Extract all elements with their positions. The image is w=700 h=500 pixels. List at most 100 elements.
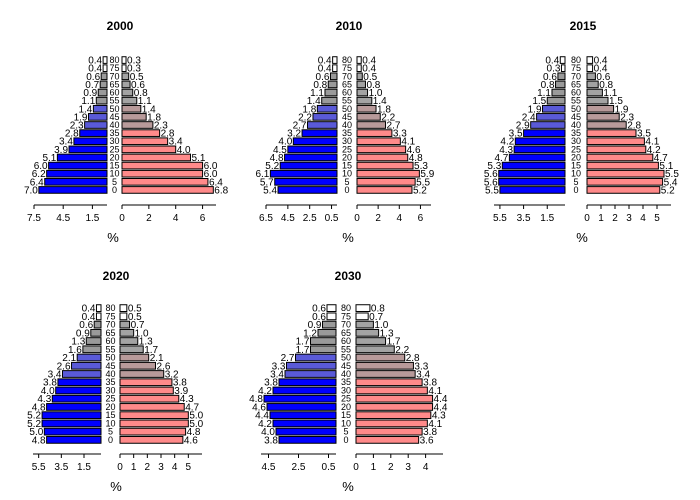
right-value-label: 3.8 bbox=[173, 378, 187, 389]
left-axis-tick-label: 1.5 bbox=[77, 462, 91, 473]
age-group-label: 65 bbox=[571, 79, 581, 89]
right-axis-tick-label: 2 bbox=[146, 213, 152, 224]
age-group-label: 45 bbox=[109, 112, 119, 122]
right-bar bbox=[586, 145, 647, 154]
left-value-label: 3.8 bbox=[43, 378, 57, 389]
right-value-label: 4.0 bbox=[177, 145, 191, 156]
right-value-label: 1.7 bbox=[387, 337, 401, 348]
age-group-label: 10 bbox=[341, 418, 351, 428]
right-bar bbox=[586, 137, 645, 146]
right-value-label: 2.7 bbox=[387, 121, 401, 132]
age-group-label: 45 bbox=[341, 361, 351, 371]
left-axis-tick-label: 4.5 bbox=[281, 213, 295, 224]
age-group-label: 75 bbox=[342, 63, 352, 73]
left-value-label: 1.1 bbox=[537, 88, 551, 99]
right-value-label: 0.6 bbox=[131, 80, 145, 91]
right-value-label: 1.9 bbox=[615, 104, 629, 115]
right-bar bbox=[119, 386, 174, 395]
right-bar bbox=[356, 96, 373, 105]
age-group-label: 15 bbox=[341, 410, 351, 420]
right-bar bbox=[121, 72, 130, 81]
right-value-label: 5.4 bbox=[664, 177, 678, 188]
right-value-label: 3.4 bbox=[416, 370, 430, 381]
right-value-label: 0.4 bbox=[362, 56, 376, 67]
right-value-label: 1.8 bbox=[147, 112, 161, 123]
left-bar bbox=[513, 145, 566, 154]
right-value-label: 5.1 bbox=[191, 153, 205, 164]
right-bar bbox=[355, 304, 371, 312]
right-value-label: 0.4 bbox=[362, 64, 376, 75]
right-bar bbox=[119, 370, 165, 378]
right-bar bbox=[586, 129, 637, 137]
left-bar bbox=[327, 80, 338, 89]
right-bar bbox=[586, 56, 594, 64]
right-bar bbox=[121, 186, 214, 194]
right-bar bbox=[355, 386, 428, 395]
x-axis-unit-label: % bbox=[110, 479, 122, 494]
right-axis-tick-label: 5 bbox=[654, 213, 660, 224]
left-value-label: 4.2 bbox=[258, 419, 272, 430]
right-bar bbox=[355, 345, 395, 354]
right-value-label: 0.8 bbox=[371, 304, 385, 315]
left-bar bbox=[542, 104, 566, 113]
age-group-label: 35 bbox=[105, 377, 115, 387]
left-bar bbox=[329, 72, 338, 81]
left-value-label: 4.0 bbox=[278, 137, 292, 148]
left-bar bbox=[284, 153, 338, 162]
left-axis-tick-label: 2.5 bbox=[303, 213, 317, 224]
right-bar bbox=[119, 353, 150, 362]
right-value-label: 4.6 bbox=[184, 435, 198, 446]
left-bar bbox=[530, 121, 566, 129]
age-group-label: 80 bbox=[342, 55, 352, 65]
right-value-label: 1.0 bbox=[369, 88, 383, 99]
left-value-label: 1.7 bbox=[296, 337, 310, 348]
left-value-label: 4.2 bbox=[500, 137, 514, 148]
x-axis-unit-label: % bbox=[342, 230, 354, 245]
left-value-label: 0.4 bbox=[545, 56, 559, 67]
left-bar bbox=[43, 427, 102, 436]
right-bar bbox=[119, 411, 189, 420]
right-bar bbox=[356, 64, 362, 73]
age-group-label: 20 bbox=[109, 152, 119, 162]
left-bar bbox=[79, 129, 108, 137]
x-axis-unit-label: % bbox=[107, 230, 119, 245]
right-value-label: 5.5 bbox=[416, 177, 430, 188]
left-value-label: 0.6 bbox=[316, 72, 330, 83]
x-axis-unit-label: % bbox=[576, 230, 588, 245]
left-bar bbox=[38, 186, 108, 194]
right-axis-tick-label: 2 bbox=[388, 462, 394, 473]
right-value-label: 5.0 bbox=[189, 411, 203, 422]
left-value-label: 2.4 bbox=[522, 112, 536, 123]
left-bar bbox=[278, 378, 337, 387]
right-bar bbox=[119, 312, 128, 321]
left-value-label: 6.1 bbox=[255, 169, 269, 180]
left-bar bbox=[97, 88, 108, 97]
x-axis-unit-label: % bbox=[342, 479, 354, 494]
left-bar bbox=[321, 96, 338, 105]
left-value-label: 4.6 bbox=[252, 402, 266, 413]
right-axis-tick-label: 3 bbox=[158, 462, 164, 473]
left-value-label: 1.9 bbox=[74, 112, 88, 123]
right-value-label: 1.5 bbox=[609, 96, 623, 107]
right-value-label: 5.5 bbox=[665, 169, 679, 180]
left-bar bbox=[272, 386, 337, 395]
left-value-label: 0.9 bbox=[76, 328, 90, 339]
right-axis-tick-label: 0 bbox=[353, 462, 359, 473]
left-bar bbox=[324, 88, 338, 97]
left-value-label: 0.3 bbox=[547, 64, 561, 75]
age-group-label: 70 bbox=[342, 71, 352, 81]
right-bar bbox=[355, 403, 434, 411]
right-value-label: 0.4 bbox=[594, 56, 608, 67]
left-bar bbox=[102, 56, 108, 64]
age-group-label: 30 bbox=[571, 136, 581, 146]
right-bar bbox=[355, 427, 423, 436]
right-value-label: 1.3 bbox=[380, 328, 394, 339]
left-bar bbox=[44, 178, 108, 186]
age-group-label: 25 bbox=[109, 144, 119, 154]
left-value-label: 0.6 bbox=[312, 304, 326, 315]
age-group-label: 30 bbox=[342, 136, 352, 146]
left-value-label: 3.8 bbox=[264, 378, 278, 389]
left-bar bbox=[292, 137, 338, 146]
age-group-label: 35 bbox=[109, 128, 119, 138]
